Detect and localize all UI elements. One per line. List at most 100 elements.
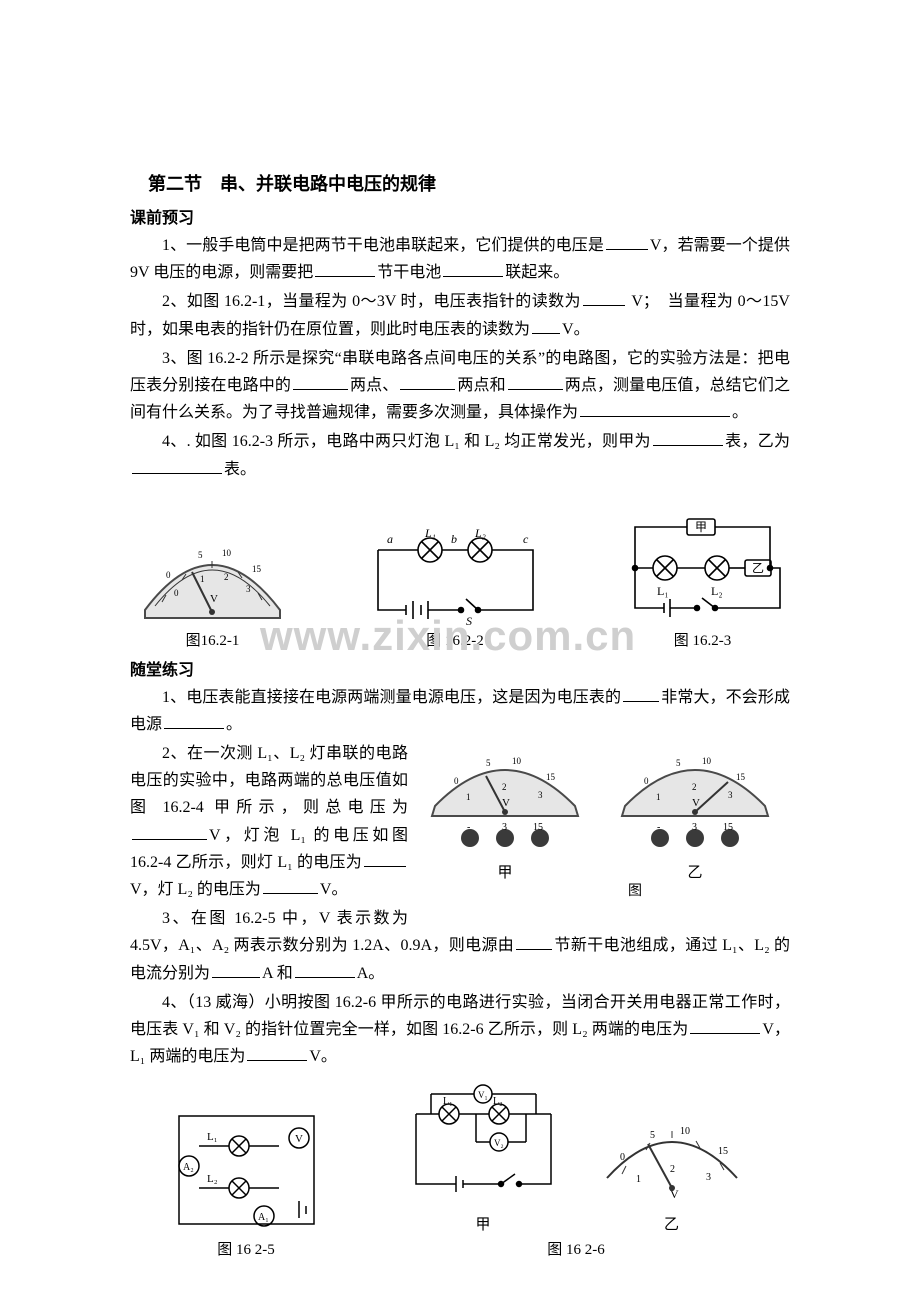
question-1: 1、一般手电筒中是把两节干电池串联起来，它们提供的电压是V，若需要一个提供 9V… [130,232,790,286]
svg-text:L₂: L₂ [474,526,486,540]
q4-text-b: 表，乙为 [725,433,790,450]
figure-16-2-5: A₂ L₁ V L₂ A₁ 图 16 2-5 [169,1106,324,1259]
svg-text:3: 3 [706,1172,711,1183]
circuit-5-icon: A₂ L₁ V L₂ A₁ [169,1106,324,1234]
svg-text:5: 5 [676,758,681,768]
blank [623,686,659,702]
series-circuit-icon: aL₁ bL₂ cS [363,525,548,625]
svg-text:3: 3 [502,822,507,833]
fig4-caption: 图 [480,880,790,900]
svg-text:2: 2 [224,572,229,582]
question-4: 4、. 如图 16.2-3 所示，电路中两只灯泡 L₁ 和 L₂ 均正常发光，则… [130,428,790,482]
q4-text-c: 表。 [224,461,256,478]
fig3-caption: 图 16.2-3 [674,629,732,650]
q1-text-d: 联起来。 [505,264,569,281]
svg-text:3: 3 [246,584,251,594]
svg-text:L₂: L₂ [493,1096,503,1107]
blank [295,961,355,977]
blank [132,823,207,839]
svg-text:0: 0 [174,588,179,598]
section-title: 第二节 串、并联电路中电压的规律 [130,170,790,196]
svg-text:0: 0 [166,570,171,580]
svg-text:V₁: V₁ [478,1090,488,1100]
svg-text:b: b [451,532,457,546]
q1-text-a: 1、一般手电筒中是把两节干电池串联起来，它们提供的电压是 [162,237,604,254]
blank [653,430,723,446]
blank [212,961,260,977]
blank [443,261,503,277]
svg-text:1: 1 [200,574,205,584]
svg-text:L₂: L₂ [711,584,723,598]
figure-16-2-4: 051015 123 V -315 甲 [420,746,790,900]
blank [606,234,648,250]
q3-text-c: 两点和 [457,377,505,394]
svg-text:15: 15 [736,772,746,782]
svg-text:15: 15 [723,822,733,833]
practice-3: 3、在图 16.2-5 中，V 表示数为 4.5V，A₁、A₂ 两表示数分别为 … [130,905,790,987]
svg-text:-: - [657,822,660,833]
svg-text:L₁: L₁ [424,526,436,540]
figure-16-2-2: aL₁ bL₂ cS 图 16.2-2 [363,525,548,650]
svg-text:10: 10 [702,756,712,766]
svg-text:L₂: L₂ [207,1173,218,1185]
svg-text:-: - [467,822,470,833]
svg-text:2: 2 [670,1164,675,1175]
question-3: 3、图 16.2-2 所示是探究“串联电路各点间电压的关系”的电路图，它的实验方… [130,345,790,427]
blank [583,290,625,306]
svg-text:V: V [295,1133,303,1145]
p2-text-a: 2、在一次测 L₁、L₂ 灯串联的电路电压的实验中，电路两端的总电压值如图 16… [130,745,408,816]
p2-text-c: V，灯 L₂ 的电压为 [130,881,261,898]
p3-text-d: A。 [357,965,385,982]
fig1-caption: 图16.2-1 [186,629,240,650]
blank [508,374,563,390]
blank [247,1045,307,1061]
svg-text:5: 5 [486,758,491,768]
figure-row-1: 051015 0123 V 图16.2-1 [130,513,790,650]
question-2: 2、如图 16.2-1，当量程为 0～3V 时，电压表指针的读数为 V； 当量程… [130,288,790,342]
svg-text:V: V [210,593,218,605]
svg-text:A₂: A₂ [183,1162,194,1173]
p1-text-a: 1、电压表能直接接在电源两端测量电源电压，这是因为电压表的 [162,689,621,706]
fig6-sub-b: 乙 [592,1213,752,1234]
svg-text:0: 0 [454,776,459,786]
svg-text:2: 2 [692,782,697,792]
fig6-caption: 图 16 2-6 [547,1238,605,1259]
blank [263,878,318,894]
q4-text-a: 4、. 如图 16.2-3 所示，电路中两只灯泡 L₁ 和 L₂ 均正常发光，则… [162,433,651,450]
svg-text:L₁: L₁ [207,1131,218,1143]
fig5-caption: 图 16 2-5 [217,1238,275,1259]
q2-text-c: V。 [562,321,590,338]
svg-text:15: 15 [546,772,556,782]
svg-text:5: 5 [198,550,203,560]
fig6-sub-a: 甲 [401,1213,566,1234]
q1-text-c: 节干电池 [377,264,441,281]
p4-text-c: V。 [309,1048,337,1065]
worksheet-page: www.zixin.com.cn 第二节 串、并联电路中电压的规律 课前预习 1… [0,0,920,1303]
q2-text-a: 2、如图 16.2-1，当量程为 0～3V 时，电压表指针的读数为 [162,293,581,310]
practice-2-3-block: 051015 123 V -315 甲 [130,740,790,989]
svg-text:10: 10 [222,548,232,558]
svg-text:2: 2 [502,782,507,792]
svg-text:10: 10 [680,1126,690,1137]
blank [580,401,730,417]
svg-text:0: 0 [620,1152,625,1163]
voltmeter-icon: 051015 0123 V [130,530,295,625]
p1-text-c: 。 [226,716,242,733]
p2-text-d: V。 [320,881,348,898]
svg-text:3: 3 [728,790,733,800]
svg-text:3: 3 [538,790,543,800]
svg-text:V₂: V₂ [494,1138,504,1148]
svg-text:a: a [387,532,393,546]
blank [364,851,406,867]
svg-text:0: 0 [644,776,649,786]
svg-text:L₁: L₁ [657,584,669,598]
blank [516,934,552,950]
blank [293,374,348,390]
practice-heading: 随堂练习 [130,656,790,680]
q3-text-e: 。 [732,404,748,421]
blank [690,1018,760,1034]
figure-row-2: A₂ L₁ V L₂ A₁ 图 16 2-5 [130,1084,790,1259]
blank [400,374,455,390]
svg-text:15: 15 [718,1146,728,1157]
practice-1: 1、电压表能直接接在电源两端测量电源电压，这是因为电压表的非常大，不会形成电源。 [130,684,790,738]
